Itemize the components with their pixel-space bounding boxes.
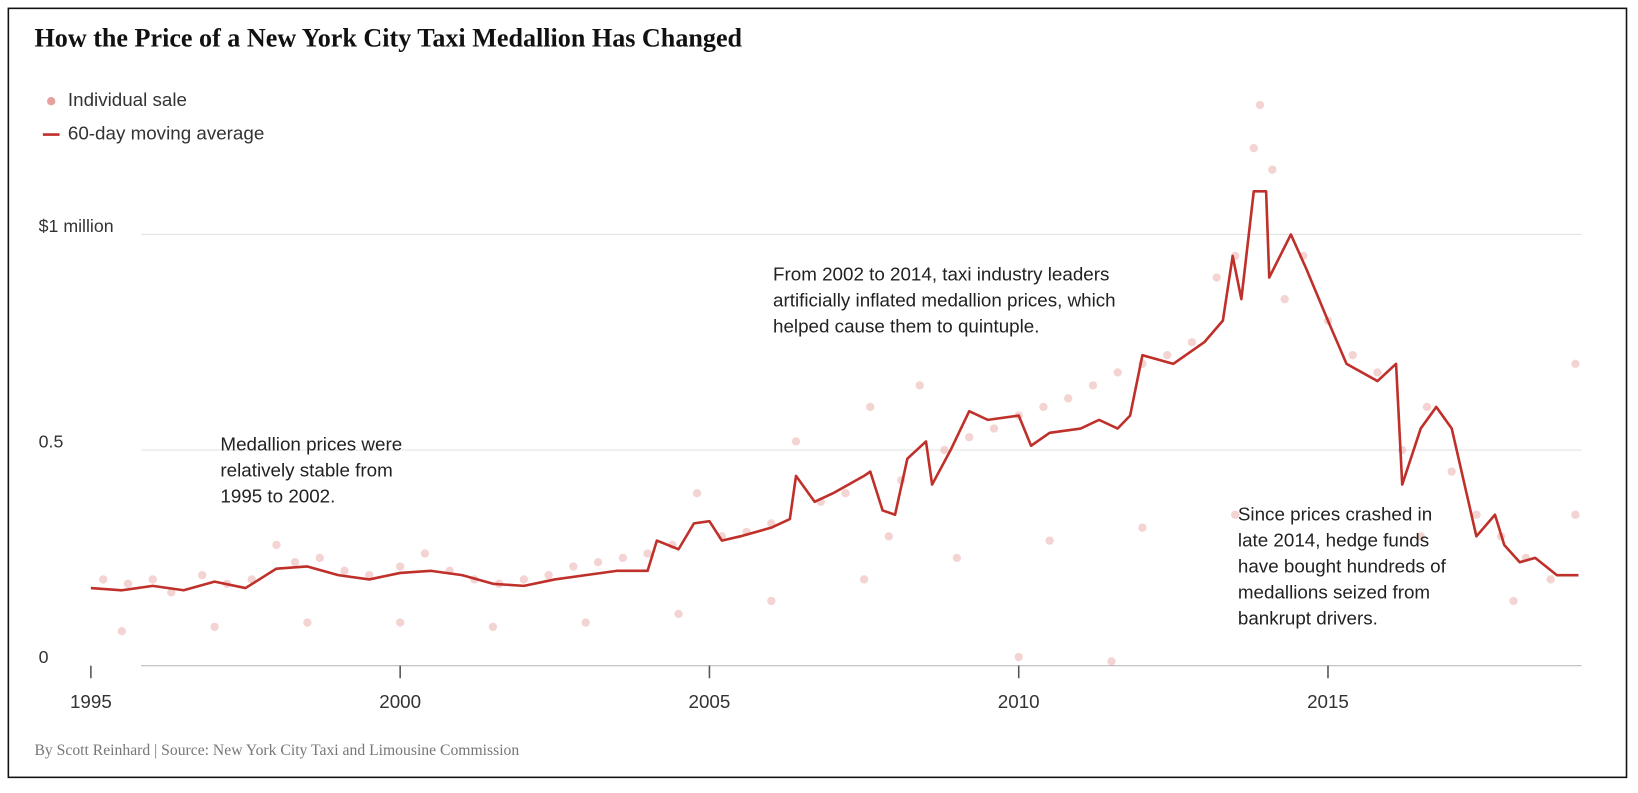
sale-point — [581, 618, 590, 627]
sale-point — [303, 618, 312, 627]
sale-point — [1249, 143, 1258, 153]
annotation: Medallion prices were — [220, 434, 402, 455]
sale-point — [544, 570, 553, 580]
annotation: relatively stable from — [220, 460, 392, 481]
sale-point — [395, 618, 405, 627]
sale-point — [940, 445, 949, 455]
sale-point — [791, 437, 801, 446]
sale-point — [167, 588, 176, 597]
sale-point — [1064, 394, 1073, 403]
sale-point — [290, 558, 300, 567]
sale-point — [1212, 273, 1221, 282]
sale-point — [1162, 351, 1172, 360]
y-tick-label: 0 — [39, 647, 49, 667]
frame — [7, 7, 1628, 779]
sale-point — [365, 570, 374, 580]
sale-point — [674, 609, 683, 619]
y-tick-label: $1 million — [39, 216, 114, 236]
sale-point — [148, 575, 157, 584]
sale-point — [488, 622, 498, 632]
sale-point — [272, 540, 281, 550]
sale-point — [1255, 100, 1265, 110]
legend-swatch — [47, 97, 56, 106]
sale-point — [1509, 596, 1518, 606]
sale-point — [1571, 359, 1580, 368]
sale-point — [859, 575, 869, 584]
sale-point — [569, 562, 578, 571]
annotation: Since prices crashed in — [1238, 503, 1432, 524]
sale-point — [1373, 368, 1382, 377]
sale-point — [315, 553, 324, 563]
sale-point — [915, 381, 924, 390]
legend-label: 60-day moving average — [68, 123, 264, 144]
sale-point — [989, 424, 999, 433]
sale-point — [618, 553, 628, 563]
chart-title: How the Price of a New York City Taxi Me… — [34, 24, 742, 53]
annotation: late 2014, hedge funds — [1238, 530, 1429, 551]
sale-point — [767, 596, 776, 606]
sale-point — [210, 622, 219, 632]
x-tick-label: 2000 — [379, 691, 421, 712]
sale-point — [1187, 338, 1197, 347]
annotation: 1995 to 2002. — [220, 486, 335, 507]
sale-point — [1138, 523, 1147, 532]
sale-point — [1113, 368, 1122, 377]
sale-point — [1039, 402, 1048, 412]
sale-point — [420, 549, 430, 558]
x-tick-label: 2010 — [998, 691, 1040, 712]
sale-point — [965, 432, 974, 442]
x-tick-label: 2015 — [1307, 691, 1349, 712]
sale-point — [1422, 402, 1432, 412]
x-tick-label: 2005 — [689, 691, 731, 712]
annotation: From 2002 to 2014, taxi industry leaders — [773, 263, 1109, 284]
sale-point — [340, 566, 349, 575]
sale-point — [1348, 351, 1357, 360]
sale-point — [117, 627, 126, 636]
legend-label: Individual sale — [68, 89, 187, 110]
sale-point — [884, 532, 893, 541]
annotation: artificially inflated medallion prices, … — [773, 290, 1116, 311]
annotation: have bought hundreds of — [1238, 556, 1447, 577]
sale-point — [1472, 510, 1481, 519]
sale-point — [593, 558, 603, 567]
sale-point — [198, 570, 207, 580]
sale-point — [643, 549, 652, 558]
sale-point — [952, 553, 962, 563]
moving-average-line — [90, 189, 1579, 592]
sale-point — [1546, 575, 1555, 584]
sale-point — [1447, 467, 1456, 476]
sale-point — [866, 402, 875, 412]
annotation: bankrupt drivers. — [1238, 608, 1378, 629]
sale-point — [99, 575, 108, 584]
sale-point — [1571, 510, 1580, 519]
sale-point — [1088, 381, 1098, 390]
sale-point — [1280, 294, 1289, 304]
sale-point — [1045, 536, 1054, 545]
sale-point — [1014, 652, 1023, 662]
sale-point — [1231, 510, 1240, 519]
sale-point — [1107, 657, 1116, 666]
sale-point — [519, 575, 529, 584]
annotation: medallions seized from — [1238, 582, 1430, 603]
source: By Scott Reinhard | Source: New York Cit… — [34, 742, 519, 759]
y-tick-label: 0.5 — [39, 431, 64, 451]
sale-point — [395, 562, 405, 571]
sale-point — [123, 579, 133, 588]
sale-point — [841, 489, 850, 498]
sale-point — [692, 489, 702, 498]
x-tick-label: 1995 — [70, 691, 112, 712]
sale-point — [1416, 532, 1425, 541]
sale-point — [1268, 165, 1277, 174]
annotation: helped cause them to quintuple. — [773, 316, 1039, 337]
